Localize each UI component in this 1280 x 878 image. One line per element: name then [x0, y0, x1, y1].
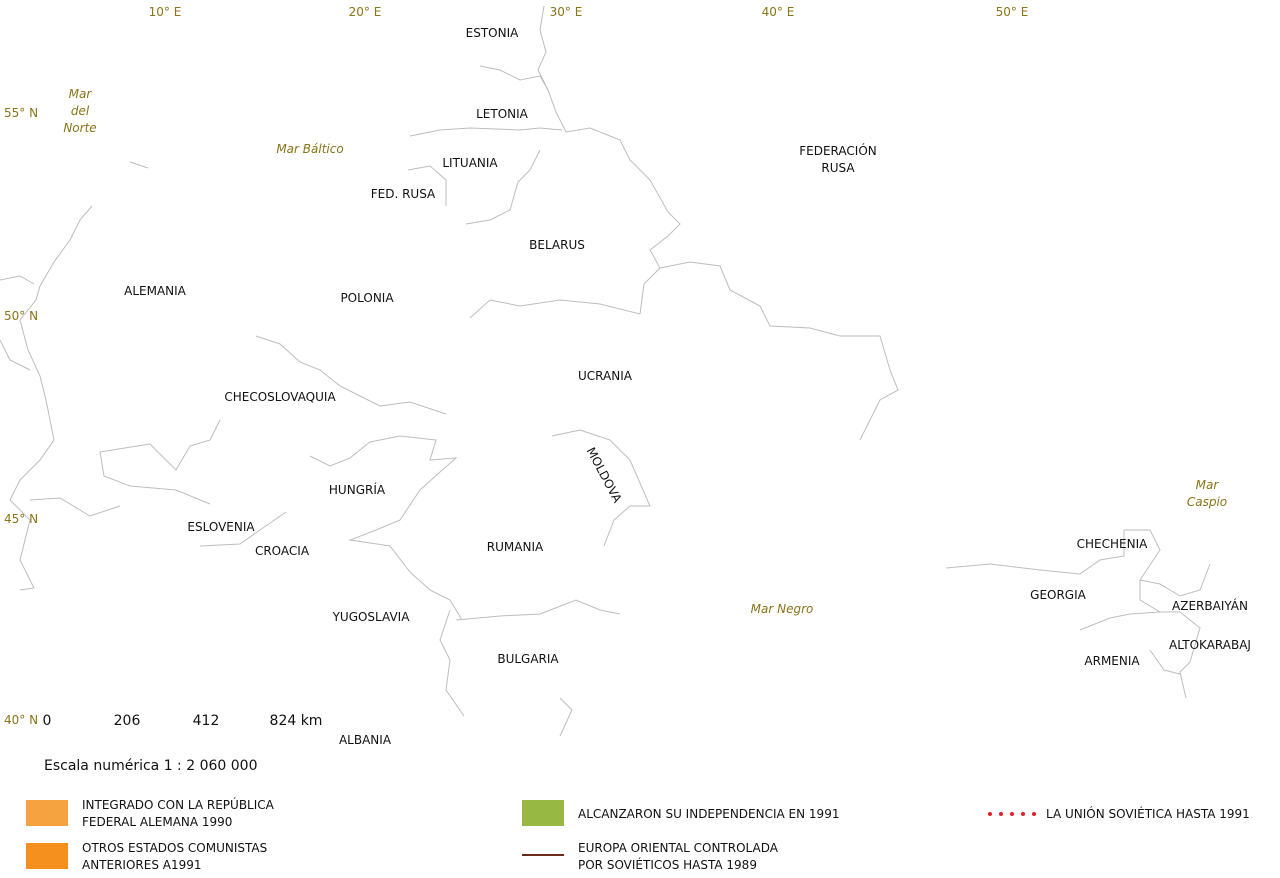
- border: [409, 127, 563, 137]
- country-label: GEORGIA: [1030, 588, 1087, 602]
- border: [479, 65, 549, 91]
- legend-dot: [999, 812, 1003, 816]
- country-label: ESTONIA: [466, 26, 519, 40]
- sea-label: Caspio: [1187, 495, 1227, 509]
- sea-label: del: [71, 104, 90, 118]
- scale-tick: 412: [193, 713, 220, 729]
- border: [551, 429, 651, 547]
- legend-swatch: [522, 800, 564, 826]
- country-label: LITUANIA: [442, 156, 498, 170]
- border: [945, 529, 1211, 699]
- legend-dot: [1032, 812, 1036, 816]
- latitude-label: 40° N: [4, 713, 38, 727]
- legend-label: EUROPA ORIENTAL CONTROLADA: [578, 841, 779, 855]
- border: [659, 261, 899, 441]
- country-label: ARMENIA: [1084, 654, 1140, 668]
- latitude-label: 45° N: [4, 512, 38, 526]
- country-label: UCRANIA: [578, 369, 633, 383]
- border: [9, 161, 149, 591]
- legend-swatch: [26, 800, 68, 826]
- country-label: HUNGRÍA: [329, 482, 386, 497]
- legend-swatch: [26, 843, 68, 869]
- longitude-label: 20° E: [349, 5, 382, 19]
- country-label: ALEMANIA: [124, 284, 187, 298]
- legend-label: LA UNIÓN SOVIÉTICA HASTA 1991: [1046, 806, 1250, 821]
- sea-label: Mar Negro: [751, 602, 814, 616]
- sea-label: Mar: [1196, 478, 1220, 492]
- scale-tick: 824 km: [270, 713, 323, 729]
- labels: 10° E 20° E 30° E 40° E 50° E 55° N 50° N 45° N…: [4, 5, 1251, 872]
- border: [255, 335, 447, 415]
- scale-tick: 0: [43, 713, 52, 729]
- sea-label: Mar: [69, 87, 93, 101]
- border: [29, 497, 287, 547]
- border: [0, 275, 35, 371]
- longitude-label: 10° E: [149, 5, 182, 19]
- country-label: MOLDOVA: [584, 445, 625, 506]
- country-label: LETONIA: [476, 107, 529, 121]
- sea-label: Mar Báltico: [276, 142, 343, 156]
- country-label: RUSA: [821, 161, 855, 175]
- legend-label: INTEGRADO CON LA REPÚBLICA: [82, 797, 275, 812]
- border: [439, 609, 573, 737]
- country-label: ALTOKARABAJ: [1169, 638, 1251, 652]
- country-label: ESLOVENIA: [187, 520, 255, 534]
- scale-text: Escala numérica 1 : 2 060 000: [44, 758, 257, 774]
- sea-label: Norte: [63, 121, 96, 135]
- country-label: RUMANIA: [487, 540, 544, 554]
- border: [537, 5, 681, 315]
- legend-label: ANTERIORES A1991: [82, 858, 202, 872]
- latitude-label: 50° N: [4, 309, 38, 323]
- legend-dot: [1010, 812, 1014, 816]
- latitude-label: 55° N: [4, 106, 38, 120]
- country-label: BULGARIA: [497, 652, 559, 666]
- border: [455, 599, 621, 621]
- country-label: CROACIA: [255, 544, 310, 558]
- country-label: FED. RUSA: [371, 187, 436, 201]
- border: [309, 435, 463, 621]
- borders: [0, 5, 1211, 737]
- legend-label: OTROS ESTADOS COMUNISTAS: [82, 841, 267, 855]
- country-label: POLONIA: [340, 291, 394, 305]
- country-label: AZERBAIYÁN: [1172, 598, 1248, 613]
- border: [469, 299, 641, 319]
- border: [407, 149, 541, 225]
- country-label: YUGOSLAVIA: [332, 610, 411, 624]
- country-label: BELARUS: [529, 238, 585, 252]
- scale-tick: 206: [114, 713, 141, 729]
- country-label: CHECOSLOVAQUIA: [224, 390, 336, 404]
- longitude-label: 30° E: [550, 5, 583, 19]
- legend-label: FEDERAL ALEMANA 1990: [82, 815, 232, 829]
- legend-label: ALCANZARON SU INDEPENDENCIA EN 1991: [578, 807, 839, 821]
- legend-dot: [988, 812, 992, 816]
- legend-dot: [1021, 812, 1025, 816]
- country-label: ALBANIA: [339, 733, 392, 747]
- longitude-label: 40° E: [762, 5, 795, 19]
- longitude-label: 50° E: [996, 5, 1029, 19]
- country-label: CHECHENIA: [1077, 537, 1148, 551]
- country-label: FEDERACIÓN: [799, 143, 877, 158]
- legend-label: POR SOVIÉTICOS HASTA 1989: [578, 857, 757, 872]
- border: [99, 419, 221, 505]
